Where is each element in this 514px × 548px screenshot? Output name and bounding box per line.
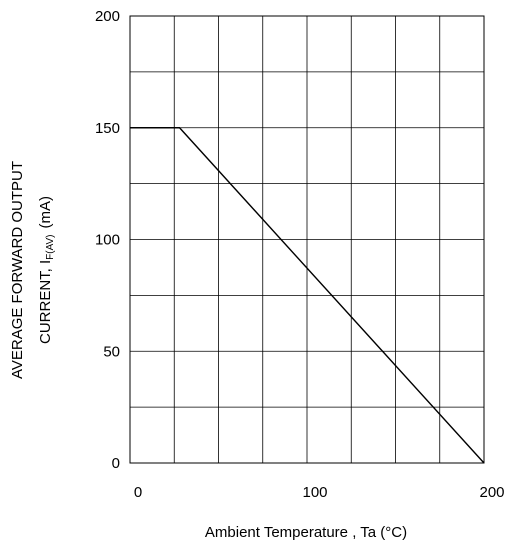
y-tick-label: 0 bbox=[112, 455, 120, 472]
y-label-prefix: CURRENT, I bbox=[37, 260, 54, 344]
x-tick-label: 100 bbox=[302, 484, 327, 501]
x-tick-label: 0 bbox=[134, 484, 142, 501]
y-axis-label: AVERAGE FORWARD OUTPUT bbox=[9, 161, 26, 379]
x-tick-labels: 0 100 200 bbox=[134, 484, 505, 501]
y-label-subscript: F(AV) bbox=[45, 234, 56, 259]
x-tick-label: 200 bbox=[479, 484, 504, 501]
y-axis-label-line2: CURRENT, IF(AV) (mA) bbox=[37, 196, 56, 344]
y-tick-label: 100 bbox=[95, 232, 120, 249]
x-axis-label: Ambient Temperature , Ta (°C) bbox=[205, 524, 407, 541]
series-line bbox=[130, 127, 485, 464]
y-tick-label: 50 bbox=[103, 343, 120, 360]
y-axis-label-line1: AVERAGE FORWARD OUTPUT bbox=[9, 161, 26, 379]
y-tick-label: 200 bbox=[95, 8, 120, 25]
y-label-unit: (mA) bbox=[37, 196, 54, 229]
y-tick-label: 150 bbox=[95, 120, 120, 137]
y-axis-label-2: CURRENT, IF(AV) (mA) bbox=[37, 196, 56, 344]
plot-frame bbox=[129, 15, 485, 464]
y-tick-labels: 0 50 100 150 200 bbox=[95, 8, 120, 472]
grid-lines bbox=[130, 16, 484, 463]
